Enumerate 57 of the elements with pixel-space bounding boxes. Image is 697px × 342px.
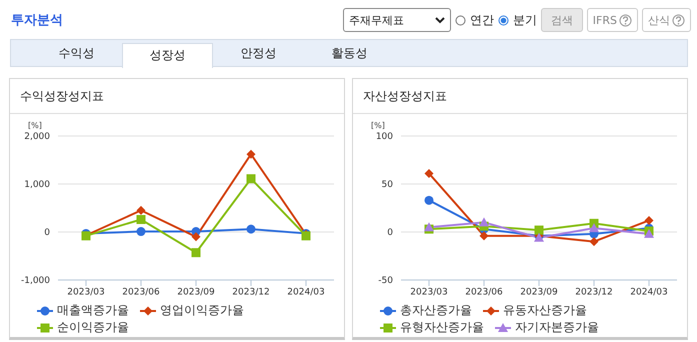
x-tick-label: 2023/09: [520, 287, 558, 298]
point: [589, 223, 599, 232]
y-tick-label: 0: [387, 228, 394, 238]
y-tick-label: 50: [382, 180, 394, 190]
chart-title: 수익성장성지표: [10, 79, 344, 114]
point: [534, 226, 544, 235]
y-axis-title: [%]: [28, 121, 42, 130]
y-tick-label: -50: [378, 276, 394, 286]
point: [424, 168, 434, 178]
text: 분기: [512, 12, 537, 28]
point: [192, 232, 200, 242]
text: 검색: [540, 8, 583, 32]
point: [644, 216, 654, 225]
y-tick-label: -1,000: [20, 276, 50, 286]
point: [480, 231, 488, 240]
text: 활동성: [330, 45, 368, 62]
point: [424, 222, 434, 232]
legend-label: 자기자본증가율: [515, 319, 599, 336]
y-axis-title: [%]: [371, 121, 385, 130]
y-tick-label: 1,000: [24, 180, 50, 190]
point: [590, 237, 598, 246]
chart-title: 자산성장성지표: [353, 79, 687, 114]
point: [246, 150, 256, 159]
x-tick-label: 2023/03: [410, 287, 448, 298]
legend-label: 유형자산증가율: [400, 319, 484, 336]
legend-label: 매출액증가율: [57, 302, 129, 319]
text: 안정성: [240, 45, 278, 62]
y-tick-label: 100: [376, 132, 394, 142]
text: 수익성: [58, 45, 96, 62]
text: 주재무제표: [348, 12, 404, 28]
point: [479, 217, 489, 226]
point: [192, 248, 200, 258]
text: 산식: [642, 8, 691, 32]
point: [136, 215, 146, 224]
x-tick-label: 2023/12: [232, 287, 270, 298]
x-tick-label: 2023/12: [575, 287, 613, 298]
x-tick-label: 2023/06: [465, 287, 503, 298]
text: 투자분석: [11, 12, 63, 29]
y-tick-label: 2,000: [24, 132, 50, 142]
x-tick-label: 2023/03: [67, 287, 105, 298]
point: [424, 196, 434, 205]
point: [136, 227, 146, 236]
text: 연간: [470, 12, 494, 28]
legend-label: 영업이익증가율: [160, 302, 244, 319]
text: 성장성: [122, 43, 213, 68]
y-tick-label: 0: [44, 228, 50, 238]
legend-label: 순이익증가율: [57, 319, 129, 336]
point: [246, 174, 256, 184]
legend-label: 유동자산증가율: [503, 302, 587, 319]
text: IFRS: [586, 8, 638, 32]
point: [246, 224, 256, 234]
point: [136, 206, 146, 215]
x-tick-label: 2023/09: [177, 287, 215, 298]
x-tick-label: 2023/06: [122, 287, 160, 298]
legend-label: 총자산증가율: [400, 302, 472, 319]
x-tick-label: 2024/03: [287, 287, 325, 298]
x-tick-label: 2024/03: [630, 287, 668, 298]
